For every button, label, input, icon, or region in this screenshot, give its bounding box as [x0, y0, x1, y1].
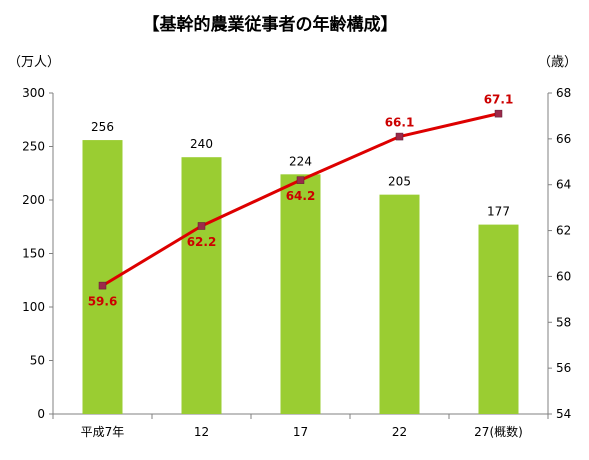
labels: 256 240 224 205 177 59.6 62.2 64.2 66.1 67.1	[88, 93, 514, 309]
x-tick-label: 22	[392, 425, 407, 439]
x-tick-label: 27(概数)	[474, 424, 523, 439]
left-tick-label: 100	[22, 300, 45, 314]
left-axis-unit: （万人）	[8, 55, 60, 70]
right-tick-label: 58	[556, 315, 571, 329]
line-value-label: 62.2	[187, 235, 217, 249]
line-value-label: 66.1	[385, 116, 415, 130]
line-series	[98, 109, 503, 290]
bar-value-label: 256	[91, 120, 114, 134]
bar	[280, 174, 321, 414]
right-tick-label: 66	[556, 132, 571, 146]
bar-value-label: 205	[388, 175, 411, 189]
left-tick-label: 300	[22, 86, 45, 100]
line-value-label: 59.6	[88, 295, 118, 309]
chart-title: 【基幹的農業従事者の年齢構成】	[143, 14, 398, 35]
right-tick-label: 60	[556, 269, 571, 283]
bar	[181, 157, 222, 414]
left-tick-label: 0	[37, 407, 45, 421]
right-tick-label: 56	[556, 361, 571, 375]
bar-value-label: 240	[190, 137, 213, 151]
x-tick-label: 平成7年	[81, 425, 125, 439]
right-tick-label: 68	[556, 86, 571, 100]
bar-value-label: 177	[487, 205, 510, 219]
left-tick-label: 250	[22, 140, 45, 154]
line-point	[494, 109, 503, 118]
line-value-label: 64.2	[286, 189, 316, 203]
left-tick-label: 50	[30, 354, 45, 368]
x-tick-label: 17	[293, 425, 308, 439]
bar-value-label: 224	[289, 154, 312, 168]
bars	[82, 140, 519, 414]
right-tick-label: 54	[556, 407, 571, 421]
line-point	[395, 132, 404, 141]
right-tick-label: 64	[556, 178, 571, 192]
left-tick-label: 200	[22, 193, 45, 207]
line-point	[296, 176, 305, 184]
x-tick-label: 12	[194, 425, 209, 439]
line-point	[98, 281, 107, 290]
bar	[379, 194, 420, 414]
left-tick-label: 150	[22, 247, 45, 261]
axes: 0 50 100 150 200 250 300 54 56 58 60 62 64 66 68 平成7年 12…	[22, 86, 571, 439]
line-value-label: 67.1	[484, 93, 514, 107]
right-axis-unit: （歳）	[538, 55, 577, 70]
line-point	[197, 222, 206, 230]
right-tick-label: 62	[556, 224, 571, 238]
bar	[478, 224, 519, 414]
